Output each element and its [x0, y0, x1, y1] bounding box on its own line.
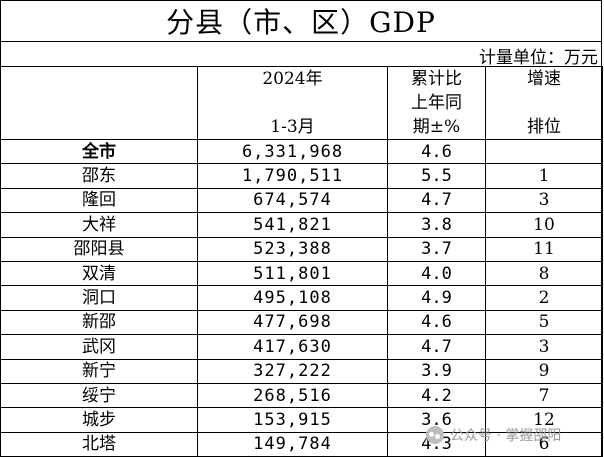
growth-rank: 10: [485, 212, 603, 238]
growth-rate: 5.5: [387, 163, 486, 189]
header-rank-line3: 排位: [485, 115, 603, 140]
table-row: 武冈 417,630 4.7 3: [0, 334, 603, 360]
wechat-icon: [426, 426, 444, 444]
gdp-total: 523,388: [197, 236, 388, 262]
table-row: 大祥 541,821 3.8 10: [0, 212, 603, 238]
table-row: 邵阳县 523,388 3.7 11: [0, 236, 603, 262]
growth-rank: 1: [485, 163, 603, 189]
growth-rate: 4.0: [387, 260, 486, 287]
region-name: 洞口: [0, 285, 198, 311]
table-row: 双清 511,801 4.0 8: [0, 260, 603, 287]
growth-rank: [485, 138, 603, 165]
region-name: 双清: [0, 260, 198, 287]
growth-rate: 3.9: [387, 358, 486, 384]
table-row: 全市 6,331,968 4.6: [0, 138, 603, 165]
table-row: 北塔 149,784 4.3 6: [0, 431, 603, 457]
header-row-1: 2024年 累计比 增速: [0, 66, 603, 140]
gdp-total: 327,222: [197, 358, 388, 384]
region-name: 全市: [0, 138, 198, 165]
header-growth-line1: 累计比: [387, 66, 486, 91]
growth-rate: 3.8: [387, 212, 486, 238]
gdp-total: 674,574: [197, 187, 388, 214]
region-name: 绥宁: [0, 382, 198, 409]
growth-rate: 4.7: [387, 187, 486, 214]
header-rank-line1: 增速: [485, 66, 603, 91]
table-title: 分县（市、区）GDP: [166, 6, 436, 39]
header-row-2: 上年同: [1, 91, 603, 115]
region-name: 新宁: [0, 358, 198, 384]
growth-rank: 7: [485, 382, 603, 409]
header-growth-line3: 期±%: [387, 115, 486, 140]
header-period-blank: [197, 91, 388, 115]
table-row: 新邵 477,698 4.6 5: [0, 309, 603, 336]
growth-rate: 4.6: [387, 309, 486, 336]
gdp-total: 417,630: [197, 334, 388, 360]
gdp-table: 2024年 累计比 增速 上年同 1-3月 期±% 排位 全市 6,331,968…: [0, 66, 603, 457]
gdp-total: 511,801: [197, 260, 388, 287]
growth-rate: 4.7: [387, 334, 486, 360]
growth-rank: 5: [485, 309, 603, 336]
region-name: 北塔: [0, 431, 198, 457]
header-rank-blank: [485, 91, 603, 115]
table-row: 城步 153,915 3.6 12: [0, 407, 603, 433]
table-row: 新宁 327,222 3.9 9: [0, 358, 603, 384]
title-divider: [0, 41, 602, 42]
gdp-total: 268,516: [197, 382, 388, 409]
table-row: 邵东 1,790,511 5.5 1: [0, 163, 603, 189]
watermark: 公众号 · 掌握邵阳: [426, 424, 561, 446]
growth-rate: 4.3: [387, 431, 486, 457]
gdp-total: 153,915: [197, 407, 388, 433]
growth-rate: 4.2: [387, 382, 486, 409]
region-name: 武冈: [0, 334, 198, 360]
gdp-total: 6,331,968: [197, 138, 388, 165]
region-name: 新邵: [0, 309, 198, 336]
header-empty-cell: [0, 66, 198, 140]
gdp-total: 541,821: [197, 212, 388, 238]
growth-rank: 3: [485, 187, 603, 214]
growth-rank: 2: [485, 285, 603, 311]
growth-rank: 11: [485, 236, 603, 262]
region-name: 隆回: [0, 187, 198, 214]
unit-label: 计量单位：万元: [479, 47, 598, 68]
growth-rank: 9: [485, 358, 603, 384]
table-row: 绥宁 268,516 4.2 7: [0, 382, 603, 409]
header-growth-line2: 上年同: [387, 91, 486, 115]
table-row: 洞口 495,108 4.9 2: [0, 285, 603, 311]
region-name: 邵阳县: [0, 236, 198, 262]
table-row: 隆回 674,574 4.7 3: [0, 187, 603, 214]
watermark-text: 公众号 · 掌握邵阳: [450, 428, 562, 444]
header-row-3: 1-3月 期±% 排位: [1, 115, 603, 140]
growth-rate: 4.9: [387, 285, 486, 311]
growth-rate: 4.6: [387, 138, 486, 165]
gdp-total: 1,790,511: [197, 163, 388, 189]
border-top: [0, 0, 602, 1]
gdp-total: 477,698: [197, 309, 388, 336]
header-period-year: 2024年: [197, 66, 388, 91]
growth-rank: 12: [485, 407, 603, 433]
growth-rate: 3.7: [387, 236, 486, 262]
region-name: 大祥: [0, 212, 198, 238]
growth-rank: 6: [485, 431, 603, 457]
gdp-total: 495,108: [197, 285, 388, 311]
growth-rank: 8: [485, 260, 603, 287]
growth-rank: 3: [485, 334, 603, 360]
region-name: 城步: [0, 407, 198, 433]
region-name: 邵东: [0, 163, 198, 189]
gdp-total: 149,784: [197, 431, 388, 457]
header-period-months: 1-3月: [197, 115, 388, 140]
